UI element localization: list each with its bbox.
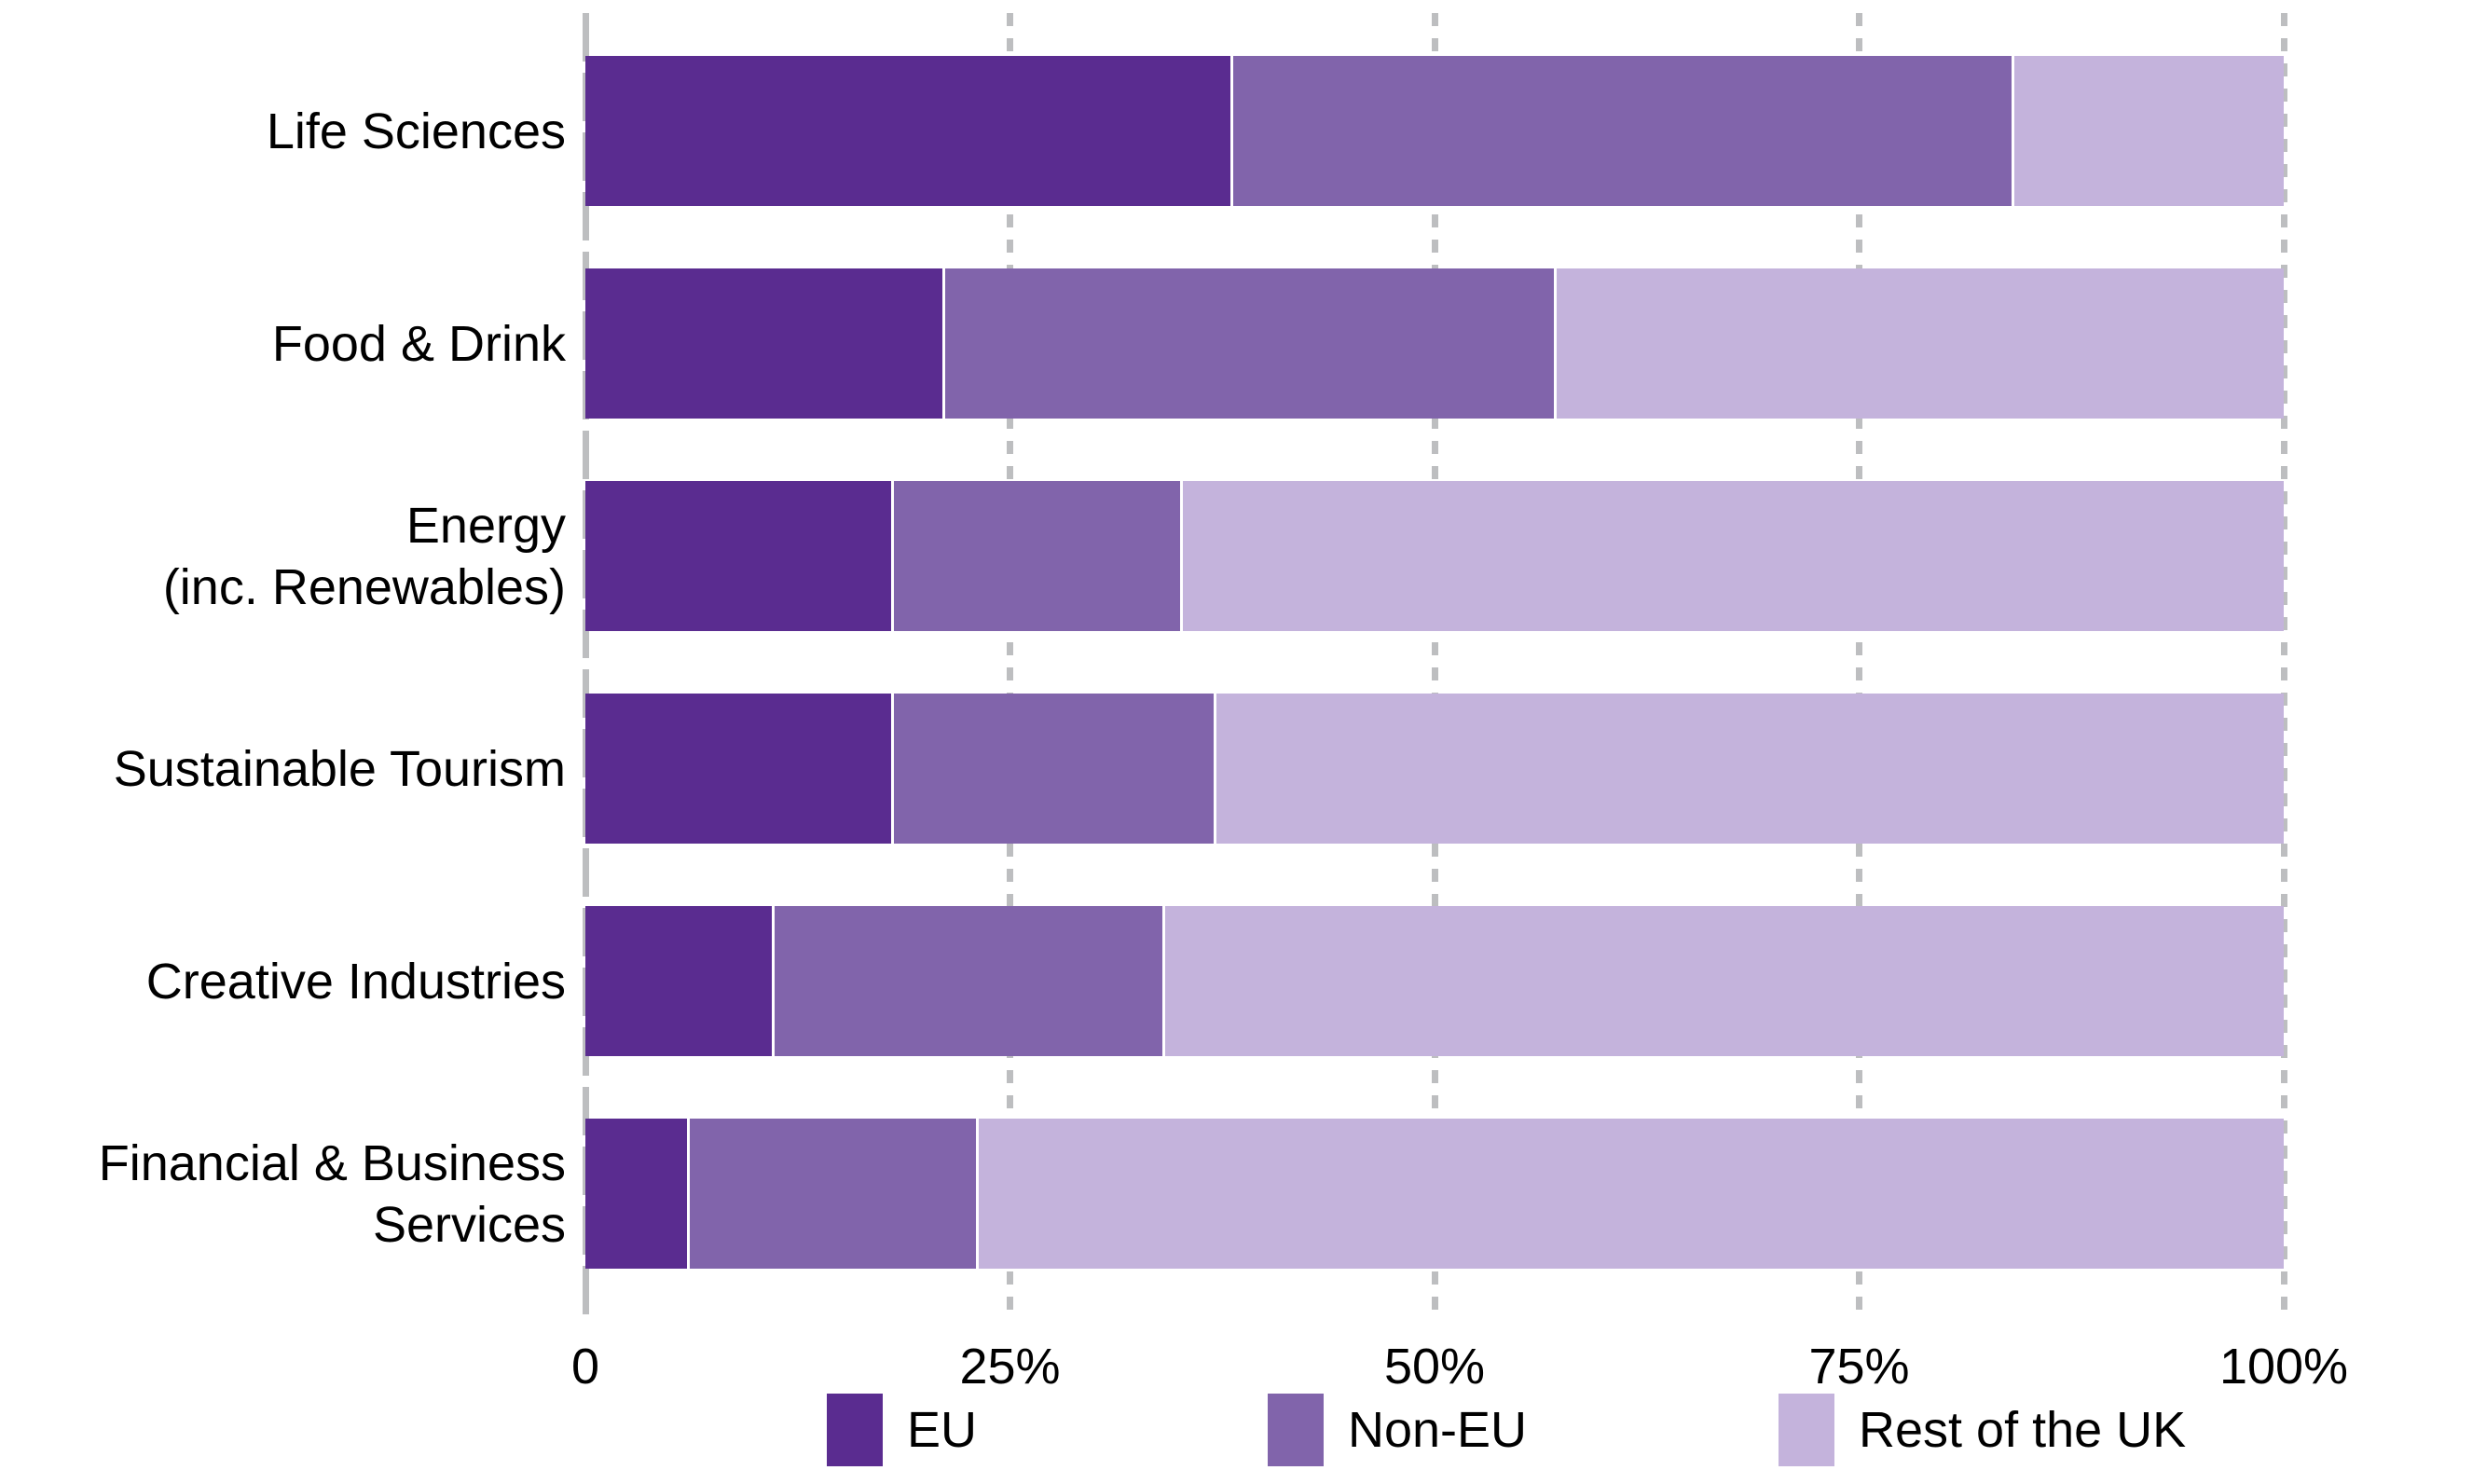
bar-row-energy: Energy (inc. Renewables) <box>0 481 2486 631</box>
bar-track <box>585 56 2284 206</box>
bar-segment-non-eu <box>941 268 1554 419</box>
bar-segment-eu <box>585 56 1231 206</box>
legend-label: Non-EU <box>1348 1402 1528 1458</box>
legend-label: Rest of the UK <box>1859 1402 2187 1458</box>
bar-segment-rest-of-the-uk <box>1553 268 2284 419</box>
bar-segment-non-eu <box>687 1119 977 1269</box>
gridline-100 <box>2280 13 2287 1316</box>
x-tick-label-25: 25% <box>959 1339 1061 1395</box>
bar-segment-rest-of-the-uk <box>2012 56 2284 206</box>
category-label: Life Sciences <box>266 103 566 159</box>
legend-swatch-non-eu <box>1268 1394 1324 1466</box>
gridline-50 <box>1431 13 1438 1316</box>
x-tick-label-75: 75% <box>1808 1339 1910 1395</box>
x-tick-label-100: 100% <box>2218 1339 2349 1395</box>
bar-row-life-sciences: Life Sciences <box>0 56 2486 206</box>
category-label: Financial & Business Services <box>98 1134 566 1253</box>
legend-item-eu: EU <box>827 1393 977 1467</box>
bar-segment-non-eu <box>890 481 1180 631</box>
legend-item-non-eu: Non-EU <box>1268 1393 1527 1467</box>
bar-row-sustainable-tourism: Sustainable Tourism <box>0 694 2486 844</box>
bar-segment-eu <box>585 1119 688 1269</box>
gridline-25 <box>1007 13 1013 1316</box>
bar-segment-eu <box>585 906 773 1056</box>
bar-segment-rest-of-the-uk <box>1179 481 2284 631</box>
bar-row-creative-industries: Creative Industries <box>0 906 2486 1056</box>
bar-row-financial-business: Financial & Business Services <box>0 1119 2486 1269</box>
bar-track <box>585 906 2284 1056</box>
category-label: Food & Drink <box>271 315 566 372</box>
bar-segment-eu <box>585 481 891 631</box>
gridline-0 <box>582 13 589 1316</box>
legend-item-rest-of-the-uk: Rest of the UK <box>1779 1393 2186 1467</box>
legend-swatch-eu <box>827 1394 883 1466</box>
category-label: Sustainable Tourism <box>113 740 566 797</box>
gridline-75 <box>1856 13 1862 1316</box>
legend-label: EU <box>907 1402 978 1458</box>
category-label: Energy (inc. Renewables) <box>162 497 566 615</box>
bar-segment-eu <box>585 268 942 419</box>
bar-segment-rest-of-the-uk <box>976 1119 2284 1269</box>
category-label: Creative Industries <box>145 953 566 1010</box>
x-tick-label-0: 0 <box>570 1339 600 1395</box>
x-tick-label-50: 50% <box>1383 1339 1486 1395</box>
bar-track <box>585 481 2284 631</box>
bar-track <box>585 694 2284 844</box>
bar-track <box>585 1119 2284 1269</box>
bar-segment-rest-of-the-uk <box>1162 906 2284 1056</box>
bar-segment-rest-of-the-uk <box>1214 694 2284 844</box>
legend-swatch-rest-of-the-uk <box>1779 1394 1834 1466</box>
bar-track <box>585 268 2284 419</box>
bar-segment-non-eu <box>772 906 1163 1056</box>
bar-row-food-drink: Food & Drink <box>0 268 2486 419</box>
bar-segment-non-eu <box>890 694 1215 844</box>
bar-segment-non-eu <box>1230 56 2012 206</box>
bar-segment-eu <box>585 694 891 844</box>
